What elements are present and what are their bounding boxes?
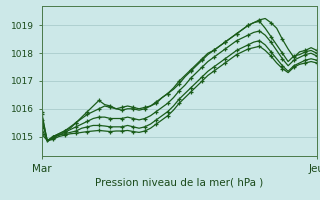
X-axis label: Pression niveau de la mer( hPa ): Pression niveau de la mer( hPa ) [95, 178, 263, 188]
